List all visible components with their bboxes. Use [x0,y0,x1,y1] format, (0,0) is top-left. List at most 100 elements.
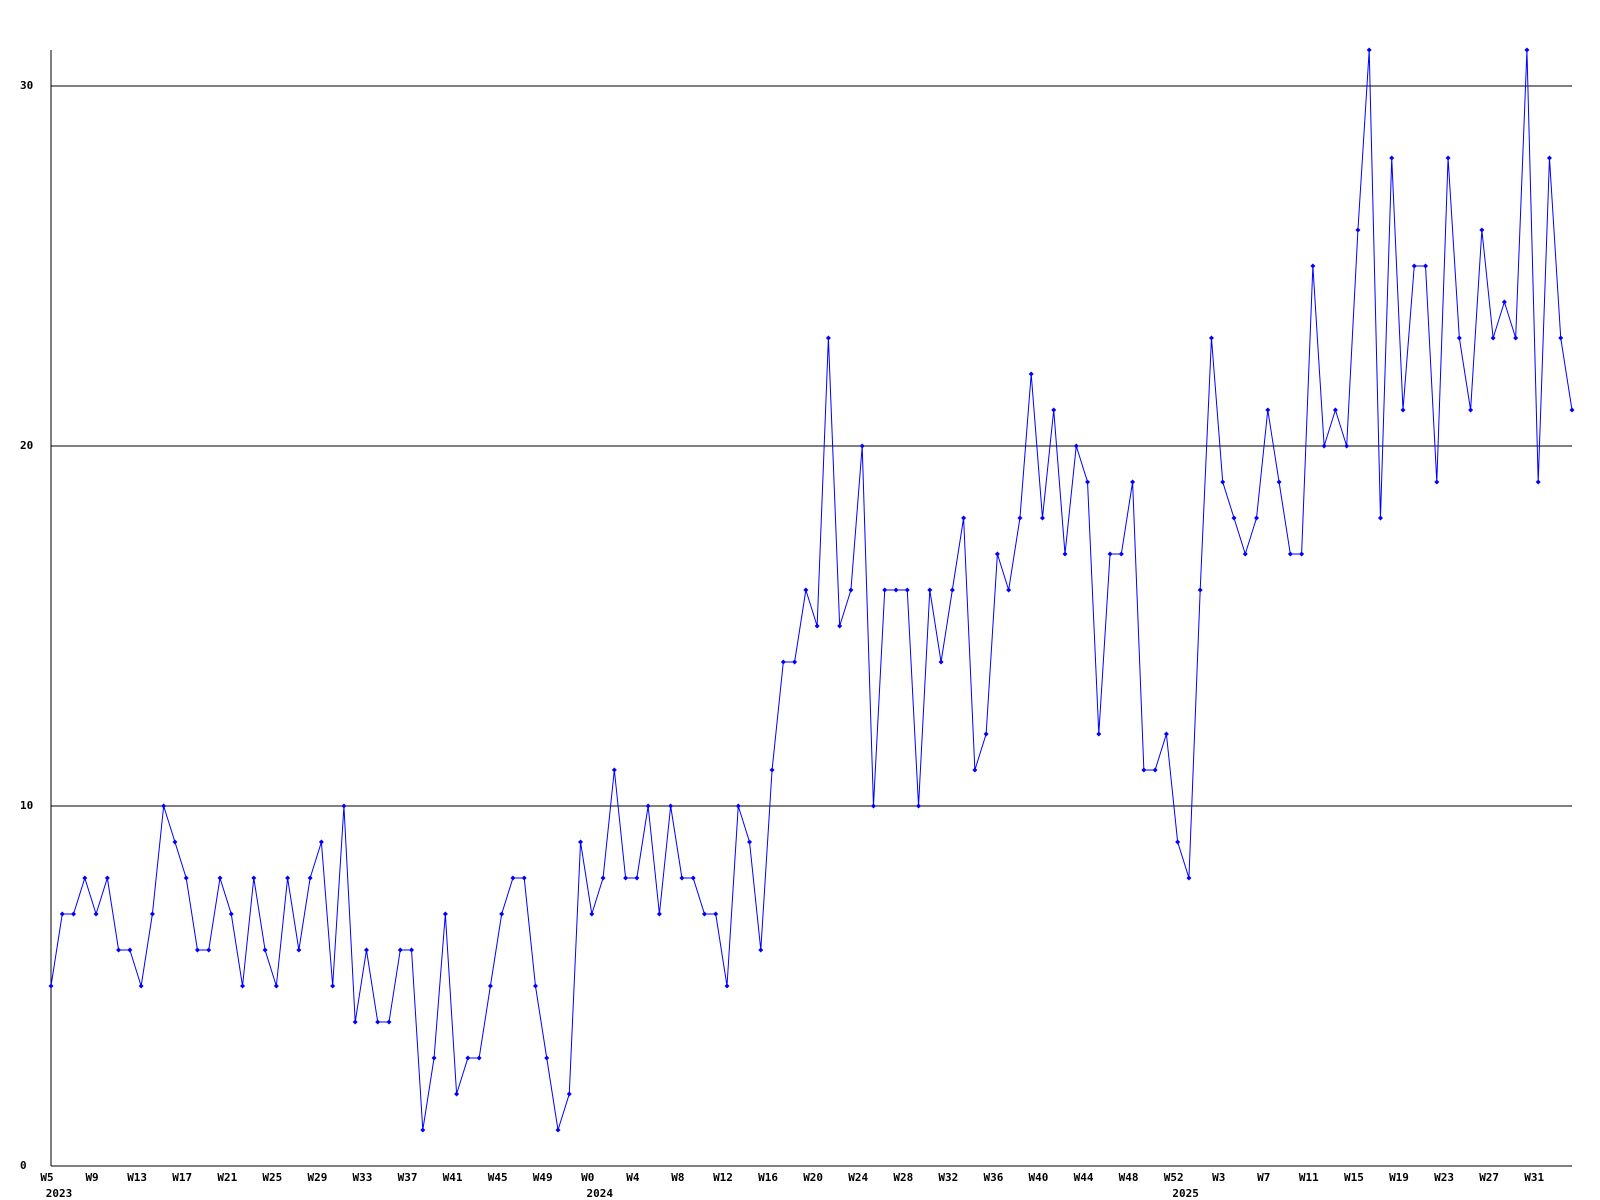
data-point [1423,263,1429,269]
x-tick-label: W19 [1389,1171,1409,1184]
data-point [1400,407,1406,413]
data-point [814,623,820,629]
x-tick-label: W37 [398,1171,418,1184]
data-point [1197,587,1203,593]
data-point [623,875,629,881]
x-tick-label: W36 [983,1171,1003,1184]
data-point [747,839,753,845]
data-point [307,875,313,881]
data-point [600,875,606,881]
x-tick-label: W31 [1524,1171,1544,1184]
data-point [916,803,922,809]
x-tick-label: W29 [307,1171,327,1184]
data-point [1231,515,1237,521]
data-point [104,875,110,881]
data-point [1186,875,1192,881]
data-point [1130,479,1136,485]
x-tick-label: W3 [1212,1171,1225,1184]
data-point [758,947,764,953]
y-tick-label: 0 [20,1159,27,1172]
x-tick-label: W5 [40,1171,53,1184]
data-point [882,587,888,593]
data-point [769,767,775,773]
data-point [397,947,403,953]
x-tick-label: W48 [1119,1171,1139,1184]
data-point [589,911,595,917]
data-point [1445,155,1451,161]
data-point [645,803,651,809]
x-tick-label: W4 [626,1171,640,1184]
data-point [1028,371,1034,377]
x-tick-label: W33 [353,1171,373,1184]
data-point [1242,551,1248,557]
data-point [138,983,144,989]
data-point [1096,731,1102,737]
data-point [938,659,944,665]
data-point [972,767,978,773]
data-point [1039,515,1045,521]
data-point [240,983,246,989]
x-year-label: 2023 [46,1187,73,1200]
x-tick-label: W0 [581,1171,594,1184]
x-year-label: 2025 [1172,1187,1199,1200]
data-point [1366,47,1372,53]
data-point [1558,335,1564,341]
data-point [994,551,1000,557]
data-point [1163,731,1169,737]
x-tick-label: W28 [893,1171,913,1184]
data-point [1310,263,1316,269]
data-point [1276,479,1282,485]
data-point [1141,767,1147,773]
data-point [149,911,155,917]
data-point [273,983,279,989]
x-tick-label: W44 [1074,1171,1094,1184]
x-tick-label: W15 [1344,1171,1364,1184]
data-point [127,947,133,953]
x-tick-label: W9 [85,1171,98,1184]
data-point [1344,443,1350,449]
data-point [904,587,910,593]
x-tick-label: W7 [1257,1171,1270,1184]
data-point [690,875,696,881]
data-point [93,911,99,917]
data-point [1287,551,1293,557]
x-tick-label: W45 [488,1171,508,1184]
data-point [1051,407,1057,413]
data-point [330,983,336,989]
data-point [465,1055,471,1061]
data-point [611,767,617,773]
data-point [724,983,730,989]
x-tick-label: W17 [172,1171,192,1184]
data-point [1501,299,1507,305]
data-point [431,1055,437,1061]
data-point [1006,587,1012,593]
data-point [1411,263,1417,269]
data-point [668,803,674,809]
data-point [82,875,88,881]
data-point [780,659,786,665]
data-point [217,875,223,881]
data-point [544,1055,550,1061]
data-point [487,983,493,989]
data-point [1332,407,1338,413]
x-tick-label: W13 [127,1171,147,1184]
data-point [352,1019,358,1025]
data-point [116,947,122,953]
x-tick-label: W41 [443,1171,463,1184]
data-point [1321,443,1327,449]
x-tick-label: W49 [533,1171,553,1184]
data-point [803,587,809,593]
data-point [454,1091,460,1097]
y-tick-label: 10 [20,799,33,812]
data-point [1152,767,1158,773]
data-point [566,1091,572,1097]
data-point [194,947,200,953]
x-tick-label: W27 [1479,1171,1499,1184]
data-point [1569,407,1575,413]
data-point [1254,515,1260,521]
data-point [949,587,955,593]
data-point [251,875,257,881]
data-point [870,803,876,809]
data-point [1073,443,1079,449]
data-point [1085,479,1091,485]
